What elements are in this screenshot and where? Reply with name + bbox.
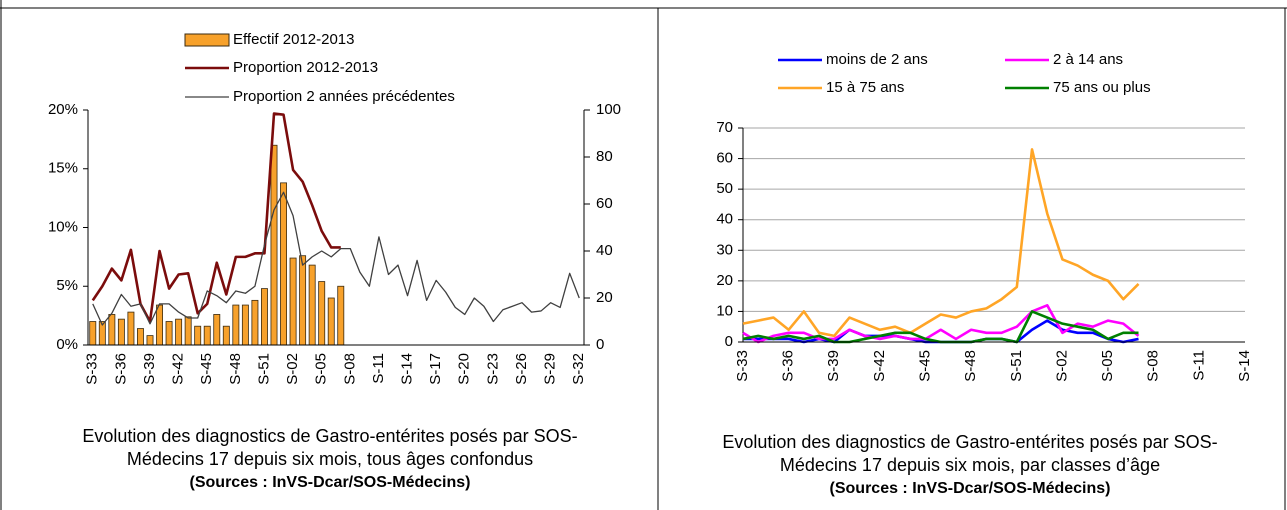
caption: Médecins 17 depuis six mois, tous âges c… [127, 449, 533, 469]
y-tick-label: 20% [48, 101, 78, 118]
y-tick-label: 50 [716, 180, 733, 197]
bar [261, 288, 268, 346]
line-series [742, 310, 1139, 344]
bar [241, 304, 249, 346]
x-tick-label: S-05 [1099, 350, 1116, 382]
y2-tick-label: 60 [596, 195, 613, 212]
bar [137, 328, 144, 346]
bar [175, 318, 183, 346]
legend-swatch [184, 33, 230, 47]
y-tick-label: 0% [56, 336, 78, 353]
x-tick-label: S-14 [1236, 350, 1253, 382]
bar [289, 257, 297, 346]
caption: Evolution des diagnostics de Gastro-enté… [82, 426, 577, 446]
source: (Sources : InVS-Dcar/SOS-Médecins) [830, 480, 1111, 497]
bar [89, 321, 97, 346]
bar [146, 335, 154, 346]
bar [308, 264, 316, 346]
x-tick-label: S-42 [871, 350, 888, 382]
line-series [742, 148, 1140, 338]
x-tick-label: S-33 [84, 353, 101, 385]
x-tick-label: S-20 [456, 353, 473, 385]
x-tick-label: S-08 [341, 353, 358, 385]
bar [318, 281, 326, 346]
x-tick-label: S-32 [570, 353, 587, 385]
y-tick-label: 10 [716, 302, 733, 319]
legend-label: 2 à 14 ans [1053, 51, 1123, 68]
x-tick-label: S-39 [141, 353, 158, 385]
caption: Médecins 17 depuis six mois, par classes… [780, 455, 1160, 475]
bar [184, 316, 192, 346]
x-tick-label: S-02 [1053, 350, 1070, 382]
x-tick-label: S-23 [484, 353, 501, 385]
caption: Evolution des diagnostics de Gastro-enté… [722, 432, 1217, 452]
x-tick-label: S-51 [1008, 350, 1025, 382]
bar [232, 304, 240, 346]
bar [194, 325, 202, 346]
x-tick-label: S-02 [284, 353, 301, 385]
x-tick-label: S-42 [170, 353, 187, 385]
y2-tick-label: 80 [596, 148, 613, 165]
x-tick-label: S-36 [112, 353, 129, 385]
line-series [92, 191, 580, 326]
source: (Sources : InVS-Dcar/SOS-Médecins) [190, 474, 471, 491]
legend-label: Proportion 2012-2013 [233, 59, 378, 76]
x-tick-label: S-11 [370, 353, 387, 384]
y-tick-label: 5% [56, 277, 78, 294]
bar [213, 314, 221, 346]
bar [156, 304, 163, 346]
bar [251, 299, 259, 346]
y2-tick-label: 20 [596, 289, 613, 306]
bar [127, 311, 135, 346]
y-tick-label: 0 [725, 333, 733, 350]
bar [299, 255, 307, 346]
bar [280, 182, 287, 346]
y-tick-label: 60 [716, 150, 733, 167]
bar [337, 285, 345, 346]
x-tick-label: S-36 [780, 350, 797, 382]
x-tick-label: S-05 [313, 353, 330, 385]
x-tick-label: S-39 [825, 350, 842, 382]
y2-tick-label: 40 [596, 242, 613, 259]
line-series [742, 304, 1140, 344]
y-tick-label: 70 [716, 119, 733, 136]
legend-label: Effectif 2012-2013 [233, 31, 354, 48]
y-tick-label: 15% [48, 160, 78, 177]
x-tick-label: S-33 [734, 350, 751, 382]
y2-tick-label: 100 [596, 101, 621, 118]
bar [108, 314, 116, 346]
y-tick-label: 40 [716, 211, 733, 228]
x-tick-label: S-14 [399, 353, 416, 385]
bar [270, 144, 278, 346]
bar [222, 325, 230, 346]
x-tick-label: S-17 [427, 353, 444, 385]
x-tick-label: S-45 [198, 353, 215, 385]
x-tick-label: S-11 [1190, 350, 1207, 381]
x-tick-label: S-45 [917, 350, 934, 382]
legend-label: moins de 2 ans [826, 51, 928, 68]
legend-label: 75 ans ou plus [1053, 79, 1151, 96]
bar [165, 321, 173, 346]
y-tick-label: 20 [716, 272, 733, 289]
x-tick-label: S-51 [255, 353, 272, 385]
x-tick-label: S-29 [542, 353, 559, 385]
line-series [91, 112, 341, 323]
legend-label: Proportion 2 années précédentes [233, 88, 455, 105]
bar [117, 318, 125, 346]
x-tick-label: S-48 [227, 353, 244, 385]
bar [327, 297, 335, 346]
x-tick-label: S-08 [1145, 350, 1162, 382]
bar [203, 325, 211, 346]
y2-tick-label: 0 [596, 336, 604, 353]
x-tick-label: S-26 [513, 353, 530, 385]
y-tick-label: 10% [48, 218, 78, 235]
y-tick-label: 30 [716, 241, 733, 258]
legend-label: 15 à 75 ans [826, 79, 904, 96]
x-tick-label: S-48 [962, 350, 979, 382]
